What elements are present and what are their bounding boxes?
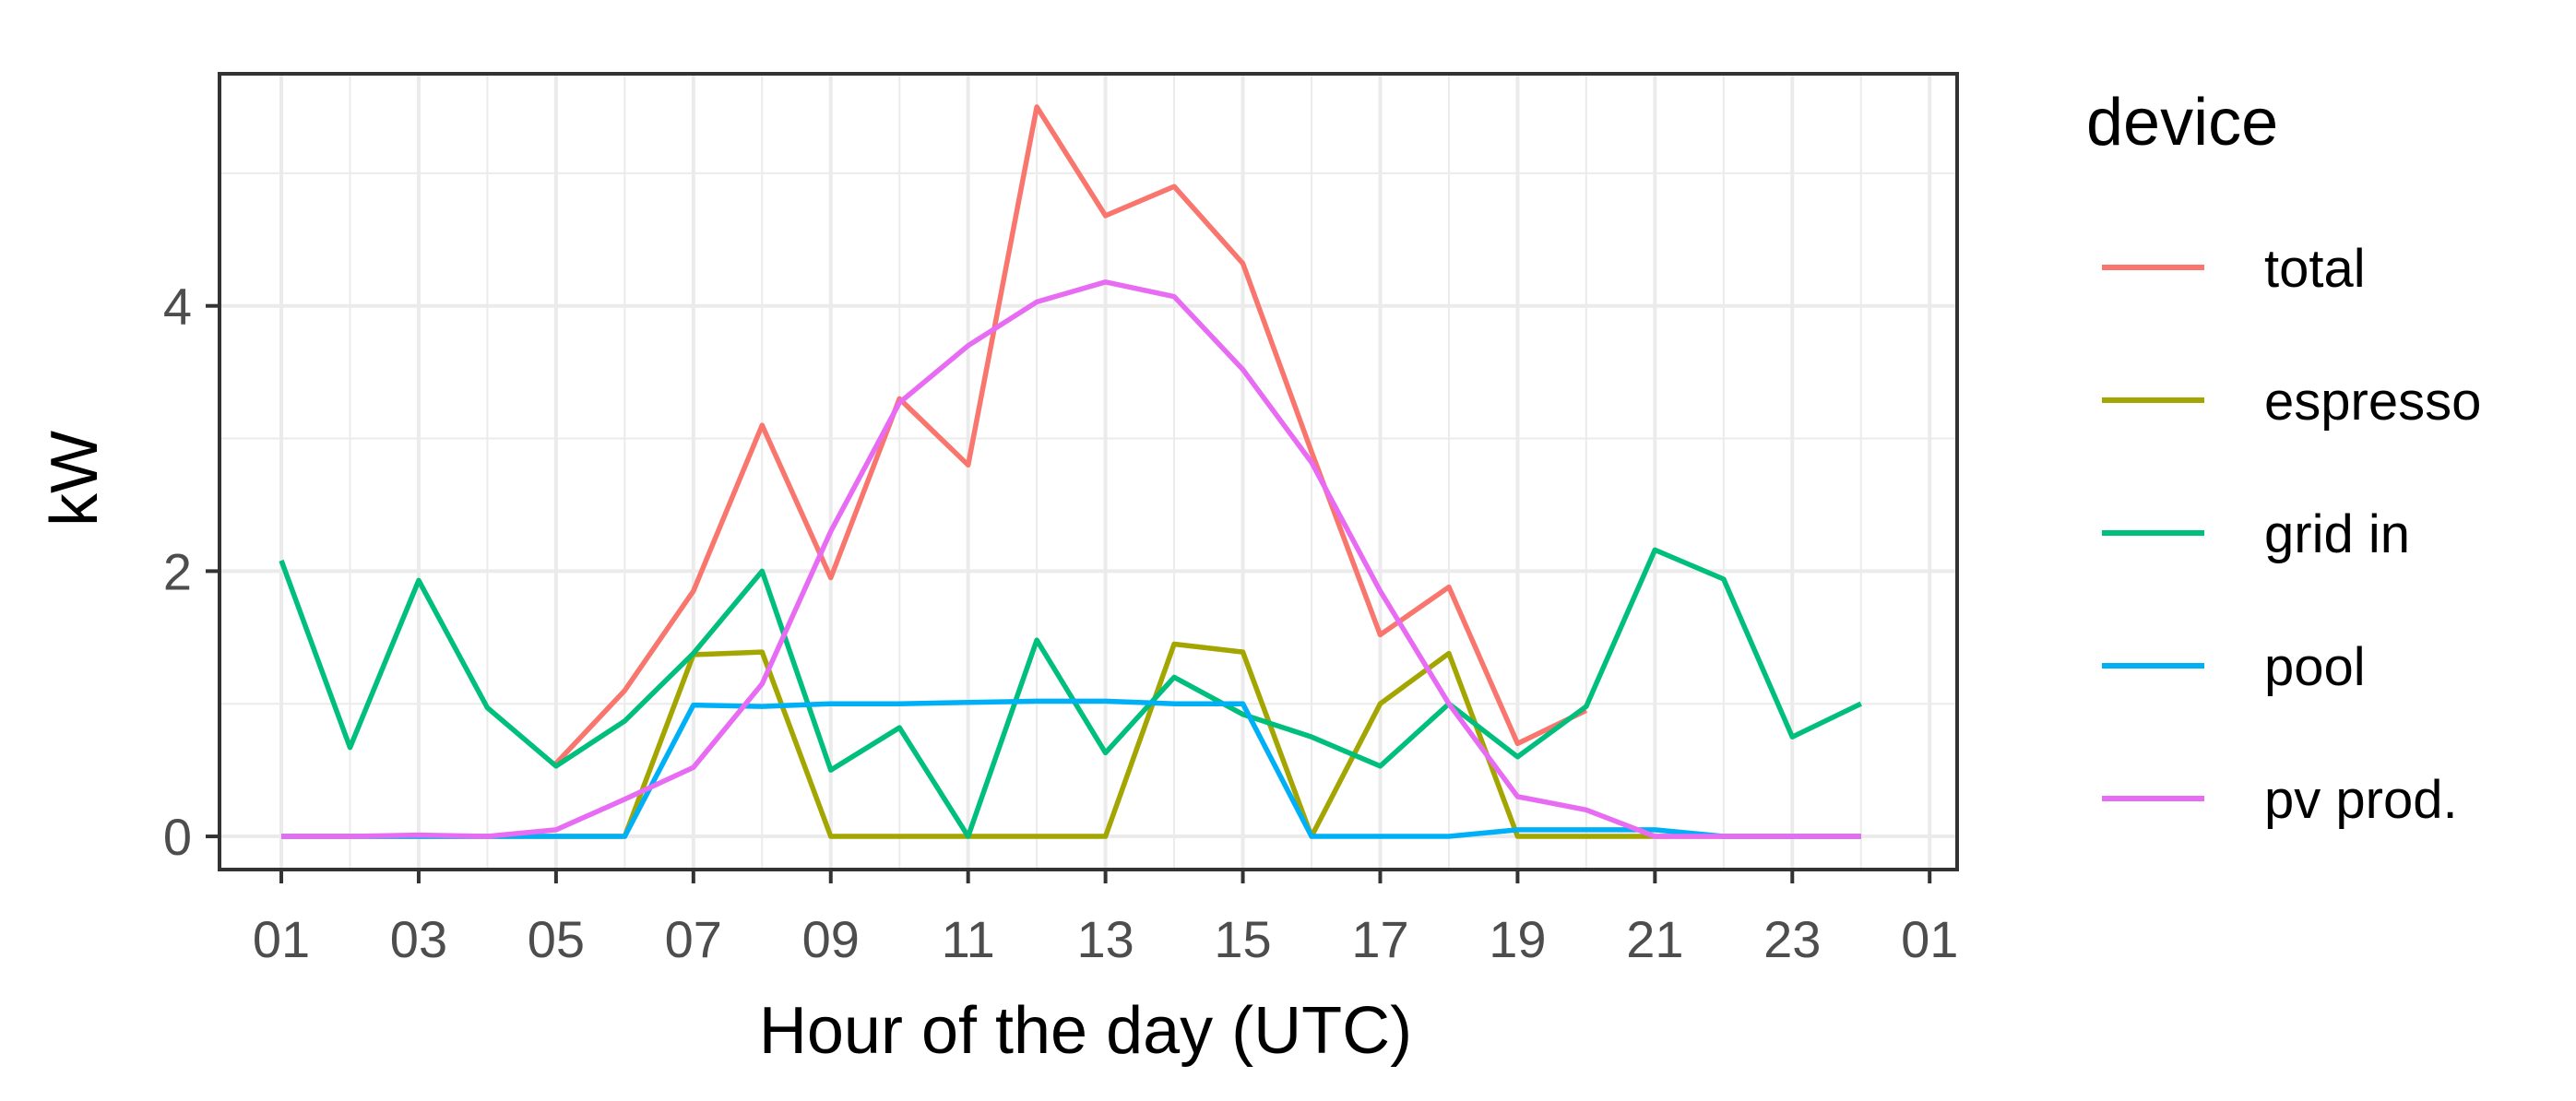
legend-title: device <box>2086 86 2278 160</box>
x-axis-tick-labels: 01 03 05 07 09 11 13 15 17 19 21 23 01 <box>253 910 1958 968</box>
series-line-total <box>553 104 1588 765</box>
legend-label: total <box>2264 239 2366 299</box>
x-axis-title: Hour of the day (UTC) <box>759 994 1412 1068</box>
x-axis-tick-label: 01 <box>253 910 310 968</box>
series-line-pv-prod <box>281 279 1861 839</box>
x-axis-tick-label: 07 <box>665 910 722 968</box>
x-axis-tick-label: 23 <box>1763 910 1821 968</box>
legend-label: espresso <box>2264 372 2481 432</box>
series-line-espresso <box>281 641 1861 839</box>
y-axis-tick-label: 4 <box>163 278 192 336</box>
x-axis-tick-label: 05 <box>528 910 585 968</box>
legend: device total espresso grid in pool pv prod. <box>2086 86 2481 830</box>
legend-label: pool <box>2264 637 2366 697</box>
panel-border <box>218 72 1959 871</box>
x-axis-tick-label: 15 <box>1214 910 1271 968</box>
legend-label: pv prod. <box>2264 770 2458 830</box>
x-axis-tick-label: 11 <box>942 910 995 968</box>
axis-ticks <box>206 303 1932 883</box>
legend-label: grid in <box>2264 504 2410 564</box>
legend-items: total espresso grid in pool pv prod. <box>2102 239 2481 830</box>
x-axis-tick-label: 03 <box>390 910 447 968</box>
x-axis-tick-label: 17 <box>1351 910 1408 968</box>
x-axis-tick-label: 13 <box>1076 910 1134 968</box>
x-axis-tick-label: 01 <box>1901 910 1958 968</box>
series-line-grid-in <box>279 547 1862 839</box>
grid-minor-lines <box>220 74 1957 870</box>
y-axis-tick-labels: 0 2 4 <box>163 278 192 866</box>
series-lines <box>279 104 1862 839</box>
y-axis-tick-label: 0 <box>163 808 192 866</box>
series-line-pool <box>281 698 1861 839</box>
x-axis-tick-label: 09 <box>802 910 860 968</box>
x-axis-tick-label: 21 <box>1626 910 1683 968</box>
y-axis-title: kW <box>38 431 112 527</box>
y-axis-tick-label: 2 <box>163 542 192 600</box>
x-axis-tick-label: 19 <box>1489 910 1546 968</box>
